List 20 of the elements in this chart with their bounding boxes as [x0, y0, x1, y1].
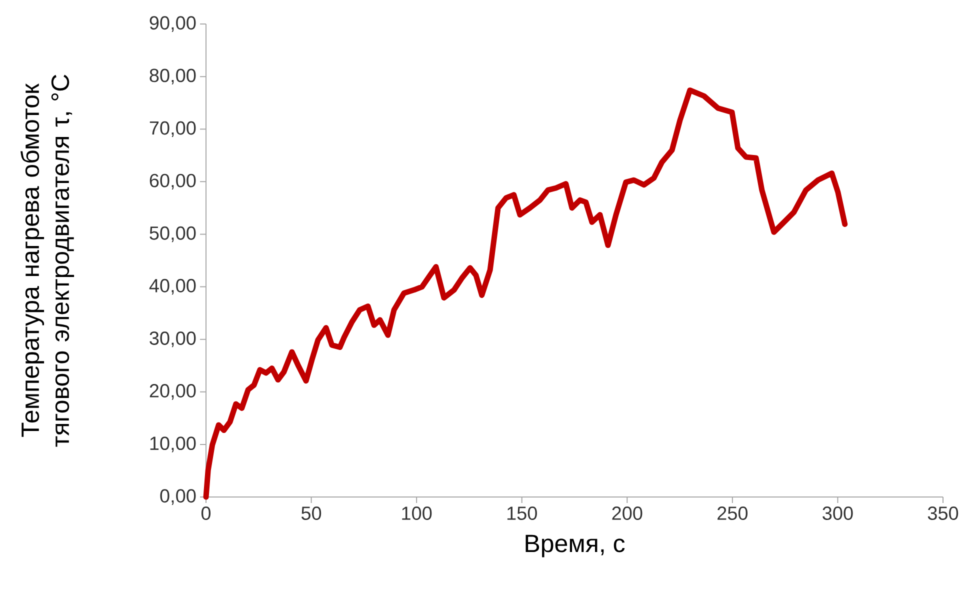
- y-tick-label: 80,00: [150, 68, 196, 84]
- y-axis-title: Температура нагрева обмоток тягового электродвигателя τ, °С: [20, 74, 74, 447]
- y-tick-label: 50,00: [150, 226, 196, 242]
- x-tick-label: 200: [612, 506, 642, 520]
- x-tick-label: 0: [201, 506, 211, 520]
- x-tick-label: 250: [718, 506, 748, 520]
- y-tick-label: 60,00: [150, 174, 196, 190]
- x-tick-label: 100: [402, 506, 432, 520]
- y-tick-label: 90,00: [150, 16, 196, 32]
- y-tick-label: 0,00: [160, 489, 196, 505]
- x-tick-label: 300: [822, 506, 853, 520]
- x-tick-label: 50: [301, 506, 322, 520]
- y-tick-label: 10,00: [150, 436, 196, 452]
- x-axis-title: Время, с: [526, 534, 625, 558]
- y-tick-label: 70,00: [150, 121, 196, 137]
- y-tick-label: 40,00: [149, 278, 196, 295]
- x-tick-label: 150: [507, 506, 537, 520]
- y-tick-label: 20,00: [150, 384, 196, 400]
- x-tick-label: 350: [928, 506, 958, 520]
- y-tick-label: 30,00: [150, 331, 196, 348]
